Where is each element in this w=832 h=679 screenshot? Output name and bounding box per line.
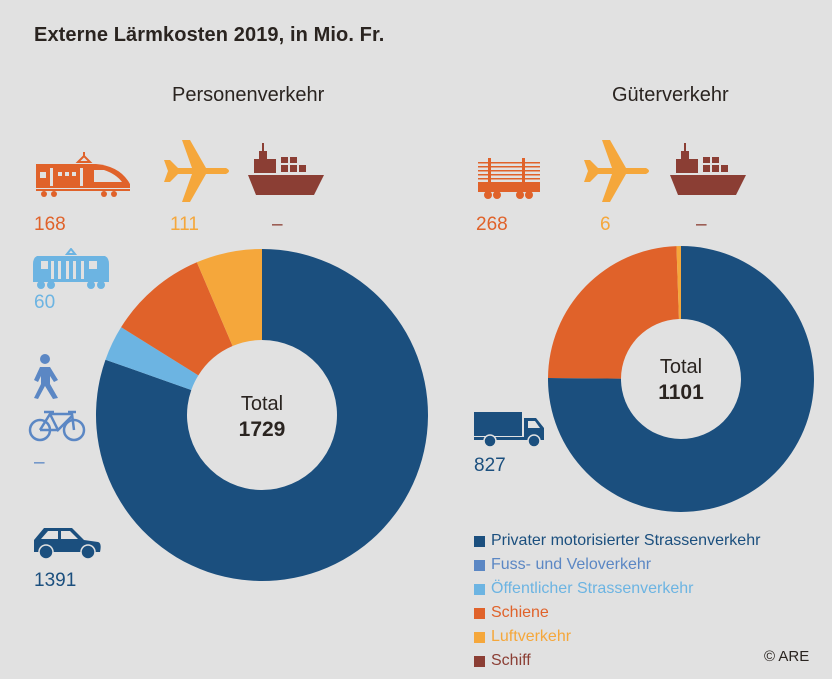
legend-label: Öffentlicher Strassenverkehr — [491, 580, 694, 597]
legend-swatch — [474, 583, 485, 595]
legend-item-private-road: Privater motorisierter Strassenverkehr — [474, 529, 760, 553]
truck-icon — [474, 410, 546, 448]
donut-slice-private-road — [548, 246, 814, 513]
legend-swatch — [474, 535, 485, 547]
passenger-ship-value: – — [272, 214, 283, 235]
legend-label: Schiff — [491, 652, 531, 669]
legend-swatch — [474, 607, 485, 619]
chart-title: Externe Lärmkosten 2019, in Mio. Fr. — [34, 24, 385, 46]
donut-slice-air — [196, 249, 262, 347]
legend-swatch — [474, 655, 485, 667]
airplane-icon — [162, 138, 232, 204]
freight-private-road-value: 827 — [474, 455, 506, 476]
legend: Privater motorisierter Strassenverkehr F… — [474, 529, 760, 673]
freight-center-total: 1101 — [658, 381, 704, 404]
passenger-center-total: 1729 — [239, 418, 286, 441]
donut-slice-rail — [548, 246, 679, 379]
legend-label: Schiene — [491, 604, 549, 621]
pedestrian-icon — [30, 354, 62, 400]
freight-donut — [548, 246, 814, 513]
legend-item-ship: Schiff — [474, 649, 760, 673]
passenger-center-label: Total — [241, 393, 283, 415]
copyright: © ARE — [764, 648, 810, 665]
legend-item-public-road: Öffentlicher Strassenverkehr — [474, 577, 760, 601]
legend-item-walk-bike: Fuss- und Veloverkehr — [474, 553, 760, 577]
bicycle-icon — [28, 410, 86, 442]
freight-rail-value: 268 — [476, 214, 508, 235]
freight-air-value: 6 — [600, 214, 611, 235]
passenger-public-road-value: 60 — [34, 292, 56, 313]
car-icon — [32, 526, 102, 560]
passenger-rail-value: 168 — [34, 214, 66, 235]
tram-icon — [33, 248, 109, 290]
passenger-donut — [95, 249, 429, 582]
legend-label: Privater motorisierter Strassenverkehr — [491, 532, 761, 549]
legend-item-rail: Schiene — [474, 601, 760, 625]
freight-chart-title: Güterverkehr — [612, 84, 729, 106]
donut-slice-air — [676, 246, 681, 320]
train-icon — [34, 152, 132, 198]
donut-slice-rail — [121, 262, 233, 376]
passenger-air-value: 111 — [170, 214, 199, 235]
legend-swatch — [474, 559, 485, 571]
passenger-walk-bike-value: – — [34, 452, 45, 473]
legend-label: Fuss- und Veloverkehr — [491, 556, 652, 573]
donut-slice-private-road — [95, 249, 429, 582]
ship-icon — [248, 143, 324, 199]
airplane-icon — [582, 138, 652, 204]
ship-icon — [670, 143, 746, 199]
freight-wagon-icon — [478, 158, 540, 200]
legend-swatch — [474, 631, 485, 643]
legend-label: Luftverkehr — [491, 628, 572, 645]
passenger-chart-title: Personenverkehr — [172, 84, 325, 106]
freight-center-label: Total — [660, 356, 702, 378]
legend-item-air: Luftverkehr — [474, 625, 760, 649]
donut-slice-public-road — [105, 327, 199, 391]
freight-ship-value: – — [696, 214, 707, 235]
passenger-private-road-value: 1391 — [34, 570, 77, 591]
